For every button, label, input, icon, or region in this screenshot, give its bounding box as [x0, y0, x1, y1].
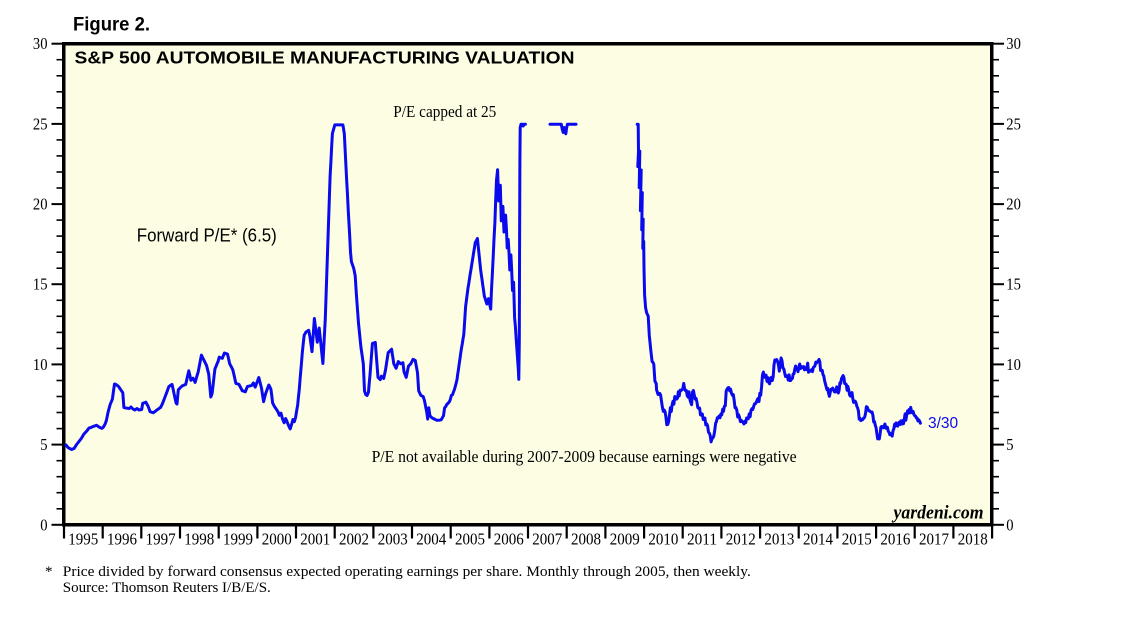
svg-text:20: 20: [1006, 195, 1021, 214]
svg-text:Price divided by forward conse: Price divided by forward consensus expec…: [63, 564, 751, 580]
svg-text:1998: 1998: [184, 530, 214, 549]
svg-text:2002: 2002: [339, 530, 369, 549]
svg-text:1996: 1996: [107, 530, 137, 549]
svg-text:10: 10: [1006, 355, 1021, 374]
svg-text:25: 25: [1006, 114, 1021, 133]
svg-text:0: 0: [40, 515, 47, 534]
svg-text:5: 5: [1006, 435, 1013, 454]
svg-text:2013: 2013: [764, 530, 794, 549]
svg-text:30: 30: [1006, 34, 1021, 53]
svg-text:15: 15: [1006, 275, 1021, 294]
svg-text:10: 10: [33, 355, 48, 374]
svg-text:2014: 2014: [803, 530, 833, 549]
svg-text:2012: 2012: [726, 530, 756, 549]
svg-text:2018: 2018: [958, 530, 988, 549]
svg-text:5: 5: [40, 435, 47, 454]
svg-text:2006: 2006: [494, 530, 524, 549]
svg-text:2016: 2016: [880, 530, 910, 549]
svg-text:1997: 1997: [146, 530, 176, 549]
svg-text:0: 0: [1006, 515, 1013, 534]
svg-text:2017: 2017: [919, 530, 949, 549]
svg-text:1999: 1999: [223, 530, 253, 549]
svg-text:2000: 2000: [262, 530, 292, 549]
svg-text:1995: 1995: [68, 530, 98, 549]
svg-text:2015: 2015: [842, 530, 872, 549]
svg-text:P/E capped at 25: P/E capped at 25: [393, 102, 496, 121]
svg-text:2010: 2010: [648, 530, 678, 549]
svg-text:2004: 2004: [416, 530, 446, 549]
svg-text:2009: 2009: [610, 530, 640, 549]
svg-text:P/E not available during 2007-: P/E not available during 2007-2009 becau…: [372, 447, 797, 466]
svg-text:yardeni.com: yardeni.com: [892, 503, 984, 524]
svg-text:S&P 500 AUTOMOBILE MANUFACTURI: S&P 500 AUTOMOBILE MANUFACTURING VALUATI…: [75, 48, 575, 68]
svg-text:2005: 2005: [455, 530, 485, 549]
svg-text:15: 15: [33, 275, 48, 294]
svg-text:*: *: [45, 564, 53, 580]
svg-text:20: 20: [33, 195, 48, 214]
svg-text:2007: 2007: [532, 530, 562, 549]
svg-text:25: 25: [33, 114, 48, 133]
svg-text:Source: Thomson Reuters I/B/E/: Source: Thomson Reuters I/B/E/S.: [63, 580, 271, 596]
svg-text:30: 30: [33, 34, 48, 53]
svg-text:2008: 2008: [571, 530, 601, 549]
svg-text:3/30: 3/30: [928, 415, 959, 432]
svg-text:Forward P/E* (6.5): Forward P/E* (6.5): [137, 226, 277, 246]
svg-text:2003: 2003: [378, 530, 408, 549]
svg-text:2001: 2001: [300, 530, 330, 549]
svg-text:2011: 2011: [687, 530, 717, 549]
svg-text:Figure 2.: Figure 2.: [73, 15, 150, 36]
